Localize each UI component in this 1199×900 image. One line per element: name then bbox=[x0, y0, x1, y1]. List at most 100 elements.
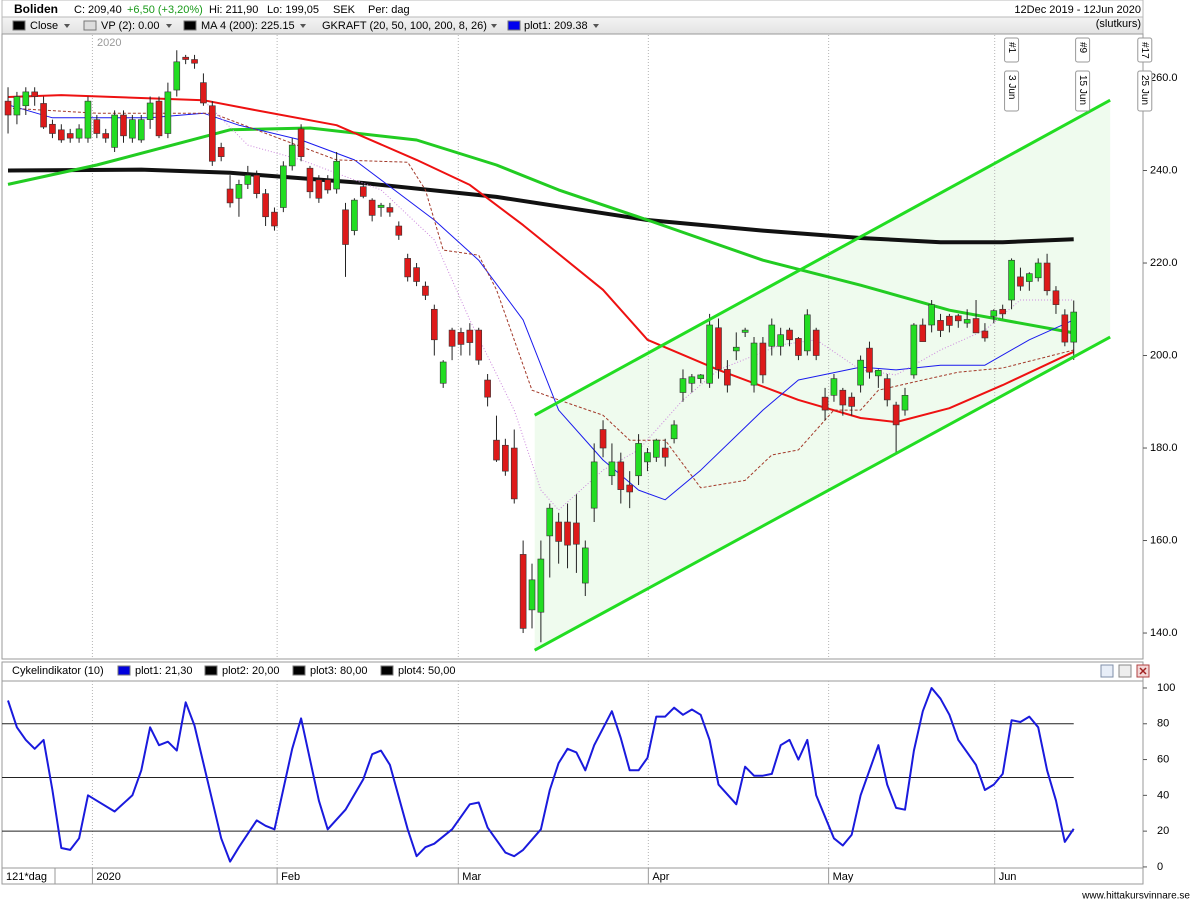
candle-body bbox=[342, 209, 349, 245]
candle-body bbox=[866, 347, 873, 373]
candle-body bbox=[937, 320, 944, 331]
y-tick-label: 180.0 bbox=[1150, 442, 1178, 454]
annotation-number: #1 bbox=[1006, 42, 1017, 54]
y-tick-label: 220.0 bbox=[1150, 257, 1178, 269]
candle-body bbox=[457, 332, 465, 345]
candle-body bbox=[608, 461, 616, 477]
period: Per: dag bbox=[368, 4, 410, 16]
candle-body bbox=[306, 167, 314, 193]
candle-body bbox=[812, 329, 820, 356]
x-tick-label: Feb bbox=[281, 871, 300, 883]
candle-body bbox=[1052, 290, 1060, 305]
legend-label: plot2: 20,00 bbox=[222, 665, 280, 677]
candle-body bbox=[164, 91, 172, 134]
candle-body bbox=[111, 114, 118, 148]
candle-body bbox=[288, 144, 296, 167]
candle-body bbox=[644, 452, 651, 463]
candle-body bbox=[857, 359, 864, 386]
candle-body bbox=[679, 378, 687, 393]
candle-body bbox=[368, 199, 376, 216]
panel-icon[interactable] bbox=[1118, 664, 1132, 678]
candle-body bbox=[528, 579, 536, 611]
candle-body bbox=[1070, 311, 1078, 343]
candle-body bbox=[1008, 259, 1015, 301]
year-label: 2020 bbox=[97, 37, 121, 49]
candle-body bbox=[386, 207, 394, 213]
candle-body bbox=[590, 461, 598, 509]
candle-body bbox=[244, 174, 252, 185]
legend-label: plot1: 209.38 bbox=[524, 20, 588, 32]
y-tick-label: 0 bbox=[1157, 861, 1163, 873]
candle-body bbox=[626, 484, 633, 493]
y-tick-label: 140.0 bbox=[1150, 627, 1178, 639]
candle-body bbox=[253, 174, 261, 194]
candle-body bbox=[155, 100, 163, 137]
candle-body bbox=[13, 96, 21, 116]
y-tick-label: 60 bbox=[1157, 753, 1169, 765]
candle-body bbox=[22, 91, 30, 107]
candle-body bbox=[226, 188, 234, 204]
candle-body bbox=[564, 521, 571, 546]
candle-body bbox=[359, 186, 367, 197]
legend-label: plot3: 80,00 bbox=[310, 665, 368, 677]
footer: www.hittakursvinnare.se bbox=[1081, 891, 1190, 900]
indicator-line bbox=[203, 99, 1074, 511]
candle-body bbox=[581, 547, 589, 584]
candle-body bbox=[431, 308, 438, 341]
y-tick-label: 200.0 bbox=[1150, 349, 1178, 361]
annotation-number: #17 bbox=[1139, 42, 1150, 59]
candle-body bbox=[4, 100, 12, 116]
candle-body bbox=[999, 308, 1006, 315]
candle-body bbox=[137, 119, 145, 141]
candle-body bbox=[910, 324, 918, 376]
period-label: 121*dag bbox=[6, 871, 47, 883]
candle-body bbox=[422, 285, 429, 296]
candle-body bbox=[235, 184, 243, 199]
candle-body bbox=[688, 376, 696, 384]
candle-body bbox=[821, 396, 829, 411]
candle-body bbox=[946, 315, 953, 326]
candle-body bbox=[732, 346, 740, 352]
date-strip bbox=[1, 867, 1144, 885]
candle-body bbox=[377, 204, 385, 208]
annotation-box bbox=[1004, 37, 1020, 63]
candle-body bbox=[502, 444, 509, 472]
candle-body bbox=[546, 507, 554, 537]
close-value: C: 209,40 bbox=[74, 4, 122, 16]
legend-swatch bbox=[12, 20, 26, 31]
y-tick-label: 40 bbox=[1157, 789, 1169, 801]
date-range: 12Dec 2019 - 12Jun 2020 bbox=[1014, 4, 1141, 16]
close-glyph bbox=[1139, 667, 1147, 675]
annotation-date: 25 Jun bbox=[1139, 75, 1150, 105]
candle-body bbox=[883, 378, 891, 401]
candle-body bbox=[750, 342, 758, 386]
candle-body bbox=[351, 199, 358, 231]
panel-icon[interactable] bbox=[1100, 664, 1114, 678]
candle-body bbox=[58, 129, 65, 141]
candle-body bbox=[804, 314, 811, 352]
trend-line bbox=[533, 98, 1111, 417]
change-value: +6,50 (+3,20%) bbox=[127, 4, 203, 16]
annotation-box bbox=[1075, 37, 1091, 63]
candle-body bbox=[315, 179, 323, 199]
candle-body bbox=[741, 329, 749, 333]
candle-body bbox=[759, 342, 767, 376]
overlay: Close VP (2): 0.00 MA 4 (200): 225.15 GKRAF… bbox=[12, 20, 1178, 884]
candle-body bbox=[928, 304, 935, 326]
x-tick-label: May bbox=[833, 871, 854, 883]
candle-body bbox=[217, 147, 225, 157]
candle-body bbox=[1017, 276, 1024, 287]
candle-body bbox=[635, 443, 642, 477]
candle-body bbox=[84, 100, 92, 139]
candle-body bbox=[715, 327, 722, 370]
indicator-plot bbox=[2, 681, 1075, 868]
indicator-line bbox=[7, 94, 1075, 424]
candle-body bbox=[208, 105, 216, 162]
candle-body bbox=[892, 404, 900, 426]
candle-body bbox=[146, 102, 154, 120]
y-tick-label: 240.0 bbox=[1150, 164, 1178, 176]
candle-body bbox=[271, 211, 278, 227]
candle-body bbox=[333, 160, 340, 190]
cycle-line bbox=[7, 687, 1075, 863]
